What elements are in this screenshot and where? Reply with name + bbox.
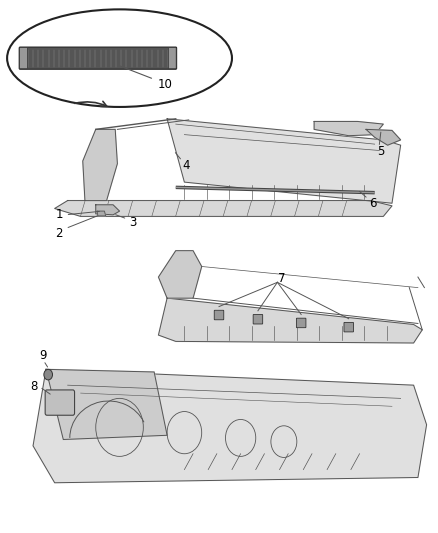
Ellipse shape — [7, 10, 232, 107]
Polygon shape — [366, 130, 401, 145]
Text: 6: 6 — [369, 197, 376, 209]
Polygon shape — [46, 369, 167, 440]
FancyBboxPatch shape — [297, 318, 306, 328]
Polygon shape — [167, 119, 401, 203]
Polygon shape — [159, 298, 422, 343]
Text: 1: 1 — [55, 208, 63, 221]
Polygon shape — [97, 211, 106, 216]
Polygon shape — [96, 205, 120, 215]
Text: 8: 8 — [30, 380, 38, 393]
FancyBboxPatch shape — [344, 322, 353, 332]
FancyBboxPatch shape — [253, 314, 263, 324]
Text: 5: 5 — [378, 145, 385, 158]
Polygon shape — [314, 122, 383, 136]
FancyBboxPatch shape — [45, 390, 74, 415]
Text: 7: 7 — [278, 272, 286, 285]
FancyBboxPatch shape — [19, 47, 177, 69]
Polygon shape — [55, 200, 392, 216]
FancyBboxPatch shape — [214, 310, 224, 320]
Text: 2: 2 — [55, 227, 63, 240]
Text: 10: 10 — [158, 78, 173, 91]
FancyBboxPatch shape — [168, 47, 176, 69]
Text: 9: 9 — [40, 349, 47, 361]
Polygon shape — [159, 251, 202, 298]
Polygon shape — [83, 130, 117, 200]
Polygon shape — [33, 369, 427, 483]
Circle shape — [44, 369, 53, 380]
Text: 3: 3 — [129, 216, 136, 229]
Text: 4: 4 — [183, 159, 191, 172]
FancyBboxPatch shape — [20, 47, 28, 69]
